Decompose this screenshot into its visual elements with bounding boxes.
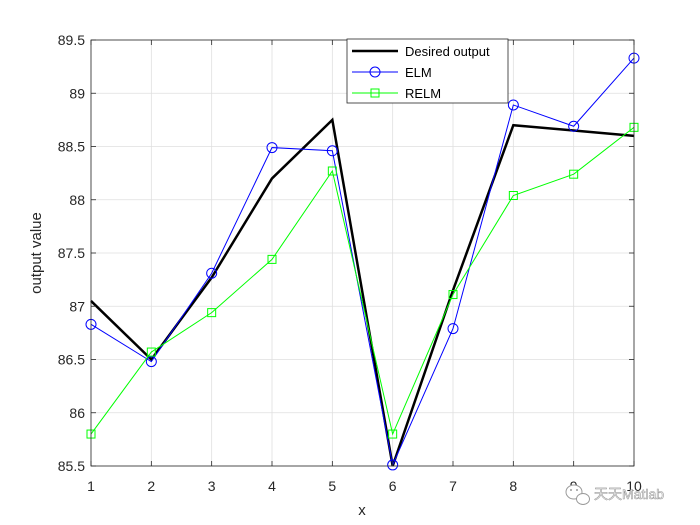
x-axis-label: x (358, 502, 366, 519)
y-tick-label: 88 (69, 192, 85, 208)
x-tick-label: 8 (509, 478, 517, 494)
data-point-elm (568, 120, 580, 132)
legend-entry-desired-output: Desired output (352, 44, 490, 59)
wechat-icon (565, 484, 590, 505)
data-point-relm (388, 429, 398, 439)
x-tick-label: 4 (268, 478, 276, 494)
legend-box (346, 38, 509, 104)
legend-marker-relm (370, 88, 380, 98)
data-point-relm (448, 290, 458, 300)
data-point-elm (326, 145, 338, 157)
data-point-elm (507, 99, 519, 111)
series-desired-output (90, 117, 635, 467)
y-tick-label: 86.5 (58, 352, 85, 368)
data-point-relm (508, 190, 518, 200)
series-line-desired-output (90, 117, 635, 467)
series-line-elm (90, 57, 635, 467)
legend-label-elm: ELM (405, 65, 432, 80)
legend-label-relm: RELM (405, 86, 441, 101)
data-point-elm (387, 459, 399, 471)
series-layer (85, 52, 640, 471)
data-point-relm (146, 347, 156, 357)
x-tick-label: 3 (208, 478, 216, 494)
y-tick-label: 88.5 (58, 139, 85, 155)
series-relm (86, 122, 639, 439)
legend-marker-elm (369, 66, 381, 78)
legend-entry-elm: ELM (352, 65, 432, 80)
data-point-relm (207, 308, 217, 318)
data-point-elm (447, 323, 459, 335)
y-tick-label: 89.5 (58, 32, 85, 48)
y-tick-label: 87 (69, 298, 85, 314)
data-point-elm (145, 356, 157, 368)
x-tick-label: 5 (328, 478, 336, 494)
data-point-relm (569, 169, 579, 179)
x-tick-label: 1 (87, 478, 95, 494)
y-tick-label: 89 (69, 85, 85, 101)
y-tick-label: 86 (69, 405, 85, 421)
x-tick-label: 2 (147, 478, 155, 494)
x-tick-label: 10 (626, 478, 642, 494)
data-point-relm (327, 166, 337, 176)
legend: Desired output ELM RELM (346, 38, 509, 104)
data-point-elm (206, 267, 218, 279)
watermark-text: 天天Matlab (594, 486, 664, 502)
y-axis-label: output value (28, 212, 45, 294)
legend-entry-relm: RELM (352, 86, 441, 101)
x-tick-label: 6 (389, 478, 397, 494)
watermark: 天天Matlab (565, 484, 665, 505)
data-point-elm (266, 142, 278, 154)
x-tick-label: 7 (449, 478, 457, 494)
y-tick-label: 85.5 (58, 458, 85, 474)
series-line-relm (90, 126, 635, 436)
data-point-relm (267, 254, 277, 264)
legend-label-desired-output: Desired output (405, 44, 490, 59)
y-tick-label: 87.5 (58, 245, 85, 261)
